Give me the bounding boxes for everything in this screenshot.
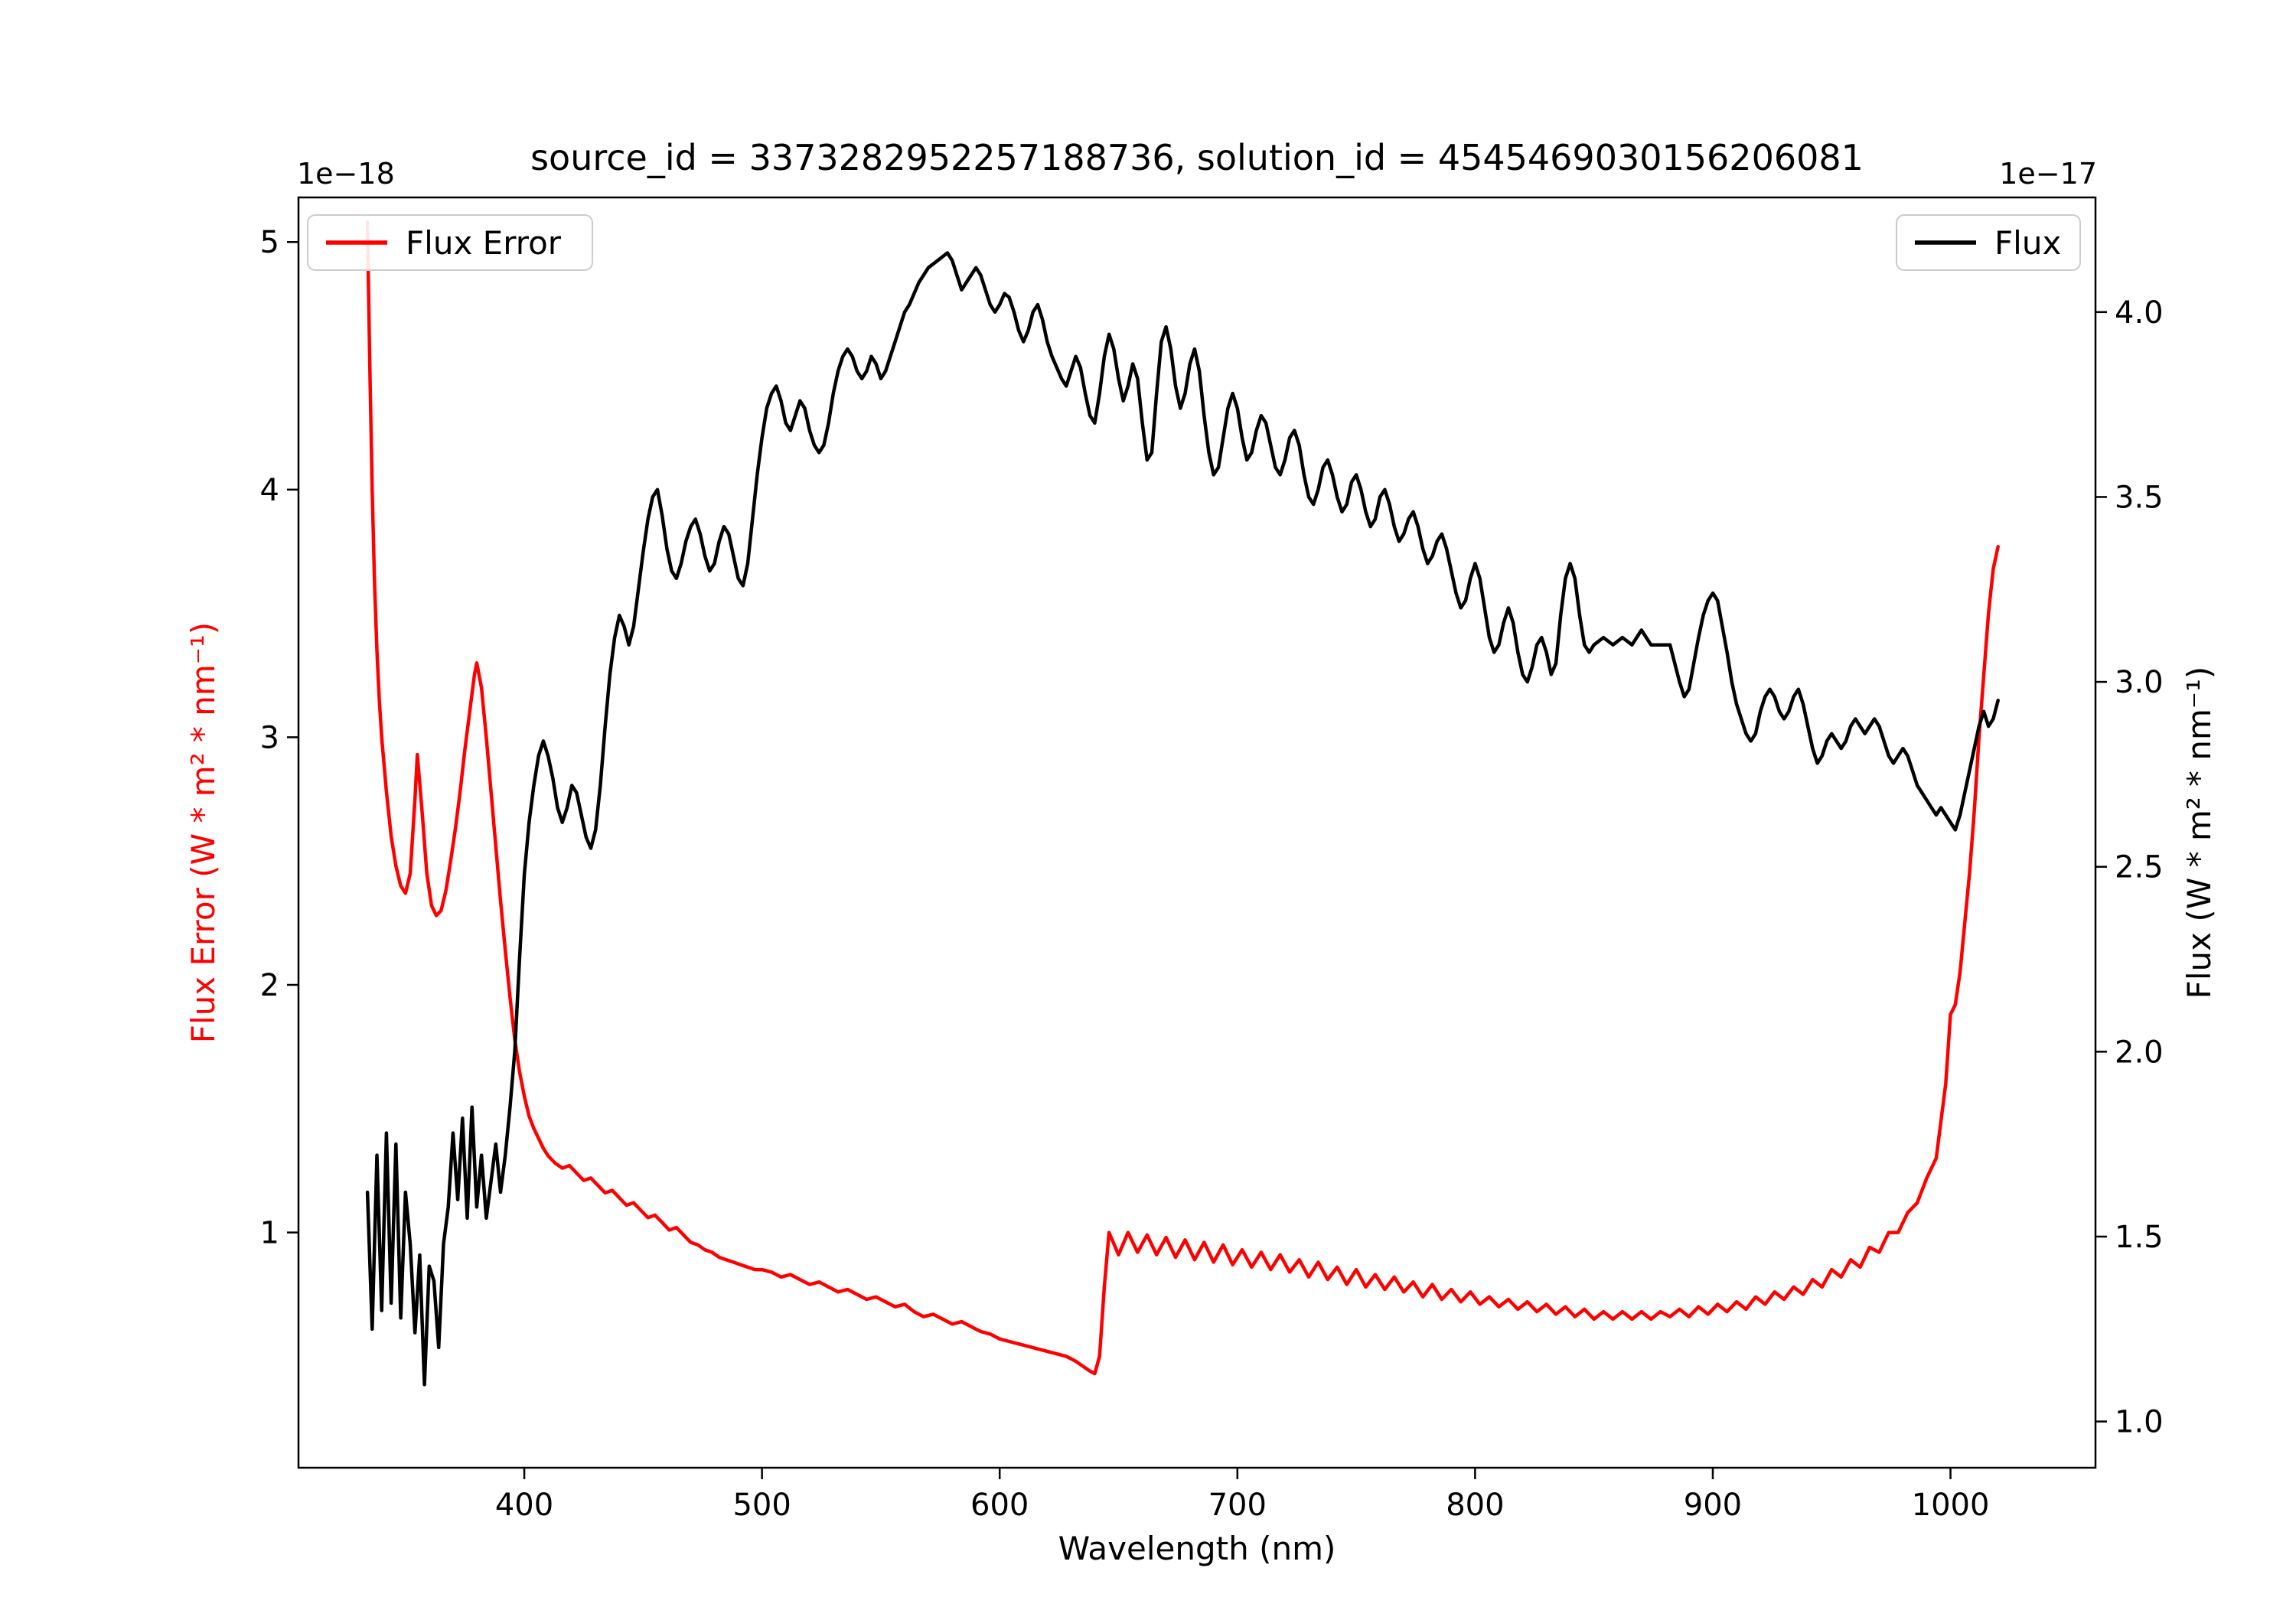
legend-flux-label: Flux [1994,224,2061,262]
legend-flux-error: Flux Error [307,214,593,271]
legend-flux-error-label: Flux Error [406,224,562,262]
x-tick-label: 600 [970,1488,1029,1523]
series-line-flux-error [365,220,2000,1376]
left-y-tick-label: 3 [260,720,279,755]
x-tick-label: 1000 [1912,1488,1990,1523]
right-y-tick-label: 2.0 [2115,1035,2164,1070]
series-line-flux [365,251,2000,1387]
left-y-tick-label: 2 [260,968,279,1003]
x-tick-label: 400 [495,1488,553,1523]
right-y-tick-label: 1.0 [2115,1405,2164,1440]
left-axis-offset-text: 1e−18 [297,157,395,191]
x-tick-label: 800 [1446,1488,1504,1523]
x-tick-label: 500 [732,1488,791,1523]
left-y-axis-label: Flux Error (W * m² * nm⁻¹) [184,622,222,1043]
right-y-tick-label: 3.0 [2115,665,2164,700]
left-y-tick-label: 5 [260,225,279,260]
legend-flux: Flux [1896,214,2081,271]
axes-frame [297,196,2097,1469]
right-y-axis-label: Flux (W * m² * nm⁻¹) [2180,667,2218,999]
series-layer [365,220,2000,1387]
right-y-tick-label: 1.5 [2115,1220,2164,1255]
right-y-tick-label: 4.0 [2115,295,2164,331]
ticks-layer: 400 500 600 700 800 900 1000 1 2 3 4 5 1.0 1.5 2.0 2.5 3… [260,225,2164,1523]
x-tick-label: 900 [1684,1488,1742,1523]
chart-title: source_id = 3373282952257188736, solutio… [530,137,1864,178]
x-tick-label: 700 [1208,1488,1267,1523]
right-y-tick-label: 3.5 [2115,480,2164,515]
left-y-tick-label: 4 [260,473,279,508]
left-y-tick-label: 1 [260,1216,279,1251]
x-axis-label: Wavelength (nm) [1058,1530,1336,1567]
right-y-tick-label: 2.5 [2115,850,2164,885]
right-axis-offset-text: 1e−17 [1999,157,2097,191]
legend-flux-frame [1896,214,2081,271]
legend-flux-error-frame [307,214,593,271]
